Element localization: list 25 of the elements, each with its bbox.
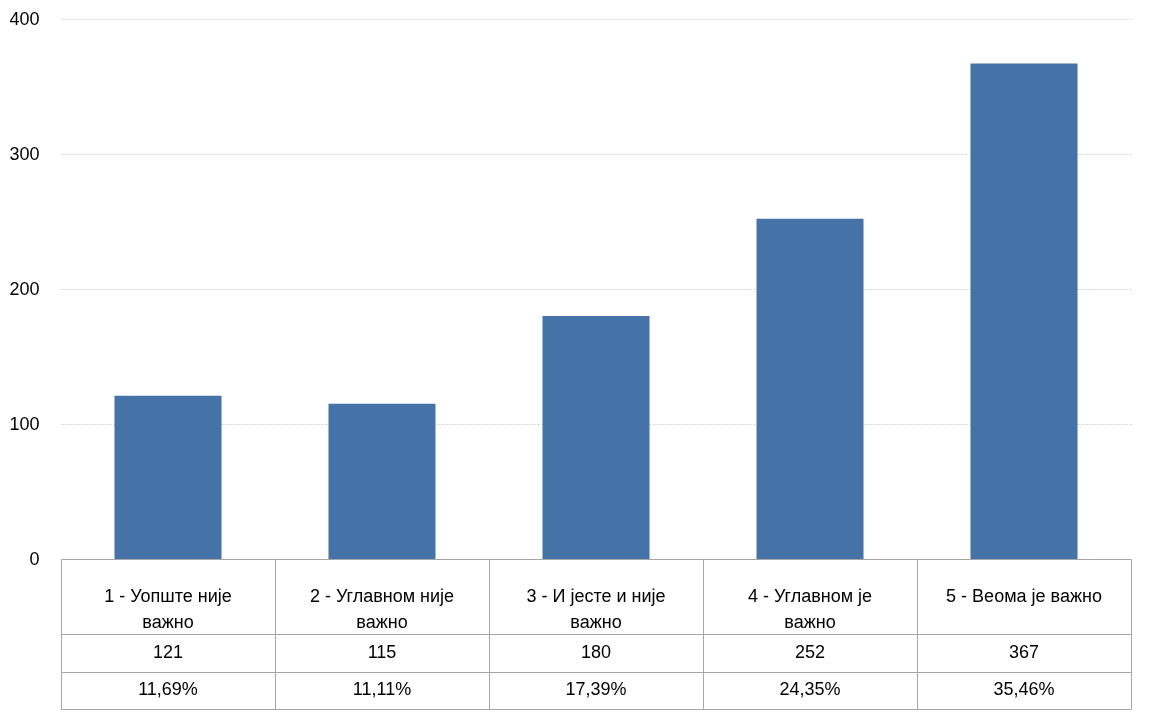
x-tick-label: 3 - И јесте и није важно	[526, 585, 666, 632]
text: 17,39%	[565, 679, 627, 700]
y-tick-label: 0	[29, 548, 40, 569]
x-tick-label: 1 - Уопште није важно	[104, 585, 232, 632]
y-tick-label: 400	[9, 8, 40, 29]
data-label: 115	[367, 641, 397, 662]
text: 11,11%	[352, 679, 412, 700]
bar	[114, 395, 222, 559]
x-tick-label: 4 - Углавном је важно	[747, 585, 873, 632]
x-tick-label: 5 - Веома је важно	[946, 585, 1102, 606]
text: 24,35%	[779, 679, 841, 700]
bar	[542, 316, 650, 559]
y-tick-label: 300	[9, 143, 40, 164]
x-tick-label: 2 - Углавном није важно	[309, 585, 455, 632]
data-label: 367	[1008, 641, 1040, 662]
y-tick-label: 100	[9, 413, 40, 434]
data-label: 252	[794, 641, 826, 662]
data-label: 121	[152, 641, 184, 662]
text: 11,69%	[138, 679, 198, 700]
bar	[328, 403, 436, 559]
data-label: 180	[580, 641, 612, 662]
text: 35,46%	[993, 679, 1055, 700]
bar	[970, 63, 1078, 559]
bar	[756, 218, 864, 559]
y-tick-label: 200	[9, 278, 40, 299]
